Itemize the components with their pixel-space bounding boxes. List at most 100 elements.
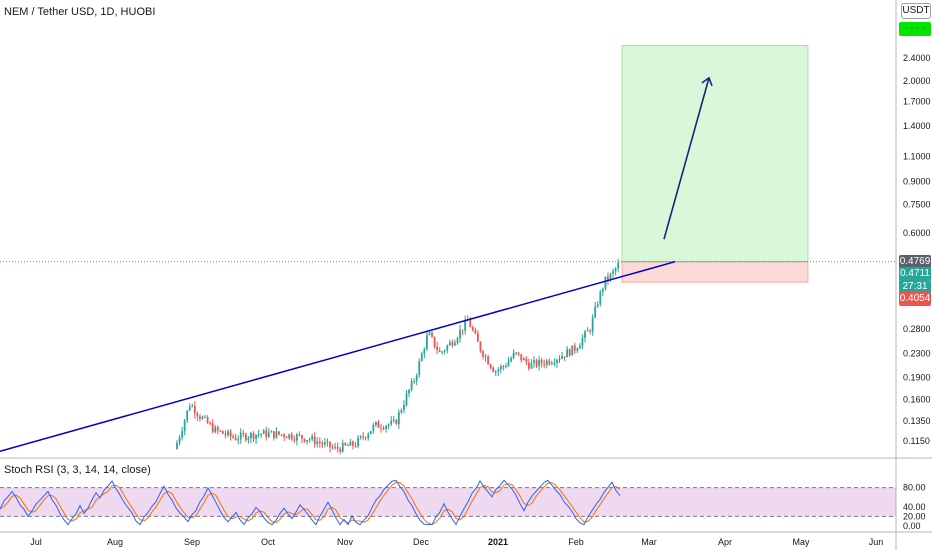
candle-body — [609, 273, 612, 280]
candle-body — [586, 330, 589, 332]
candle-body — [545, 360, 548, 366]
candle-body — [285, 436, 288, 439]
symbol-title[interactable]: NEM / Tether USD, 1D, HUOBI — [4, 6, 156, 18]
candle-body — [377, 421, 380, 428]
candle-body — [206, 416, 209, 424]
candle-body — [257, 434, 260, 436]
candle-body — [278, 431, 280, 435]
candle-body — [550, 363, 553, 365]
price-tick-label: 0.2800 — [903, 324, 931, 334]
candle-body — [423, 349, 426, 354]
candle-body — [344, 442, 347, 446]
candle-body — [502, 366, 505, 368]
candle-body — [448, 342, 451, 346]
candle-body — [443, 350, 446, 352]
candle-body — [201, 417, 204, 419]
candle-body — [232, 436, 234, 438]
time-axis-label: Aug — [107, 537, 123, 547]
candle-body — [334, 446, 336, 448]
candle-body — [324, 442, 326, 445]
candle-body — [471, 327, 474, 331]
candle-body — [354, 445, 357, 447]
candle-body — [589, 330, 591, 332]
stop-price-tag: 0.4054 — [899, 292, 931, 306]
candle-body — [418, 361, 421, 376]
candle-body — [387, 424, 390, 426]
candle-body — [530, 363, 533, 369]
price-tick-label: 0.7500 — [903, 200, 931, 210]
last-price-tag: 0.4711 — [899, 267, 931, 281]
time-axis-label: May — [792, 537, 810, 547]
candle-body — [522, 358, 525, 361]
candle-body — [339, 448, 342, 452]
candle-body — [433, 336, 436, 347]
stoch-k-line — [0, 479, 621, 526]
candle-body — [538, 359, 540, 367]
candle-body — [329, 441, 331, 448]
candle-body — [222, 431, 224, 434]
candle-body — [346, 445, 349, 447]
candle-body — [528, 362, 530, 369]
oscillator-title[interactable]: Stoch RSI (3, 3, 14, 14, close) — [4, 464, 151, 476]
candle-body — [474, 330, 477, 334]
price-tick-label: 0.1350 — [903, 416, 931, 426]
candle-body — [497, 369, 500, 372]
candle-body — [362, 436, 365, 438]
candle-body — [270, 431, 273, 433]
candle-body — [196, 413, 199, 417]
candle-body — [446, 345, 449, 351]
arrow-head — [701, 76, 713, 87]
candle-body — [280, 434, 283, 436]
candle-body — [614, 268, 617, 272]
candle-body — [540, 359, 543, 364]
price-tick-label: 1.1000 — [903, 151, 931, 161]
candle-body — [410, 381, 413, 390]
projection-arrow[interactable] — [663, 77, 710, 240]
candle-body — [303, 438, 306, 442]
candle-body — [214, 427, 217, 433]
currency-button[interactable]: USDT — [901, 3, 931, 19]
candle-body — [505, 366, 507, 368]
candle-body — [191, 405, 194, 407]
time-axis-label: Jul — [30, 537, 42, 547]
candle-body — [375, 421, 377, 425]
candle-body — [298, 434, 301, 436]
candle-body — [267, 432, 270, 437]
candle-body — [209, 423, 212, 425]
price-tick-label: 0.1150 — [903, 436, 930, 446]
target-zone[interactable] — [621, 45, 809, 263]
candle-body — [469, 319, 472, 328]
osc-tick-label: 80.00 — [903, 483, 926, 493]
price-tick-label: 0.2300 — [903, 349, 931, 359]
candle-body — [556, 359, 558, 363]
candle-body — [451, 342, 454, 346]
stoch-d-line — [0, 481, 621, 525]
countdown-tag: 27:31 — [899, 280, 931, 294]
candle-body — [607, 276, 609, 280]
candle-body — [403, 404, 405, 411]
stop-zone[interactable] — [621, 261, 809, 283]
candle-body — [428, 332, 431, 335]
candle-body — [413, 381, 416, 383]
candle-body — [576, 348, 579, 351]
candle-body — [415, 375, 418, 382]
candle-body — [482, 351, 484, 357]
candle-body — [517, 352, 520, 355]
candle-body — [255, 434, 257, 440]
trendline[interactable] — [0, 260, 676, 452]
candle-body — [176, 442, 178, 449]
candle-body — [512, 352, 515, 359]
candle-body — [571, 345, 574, 356]
candle-body — [242, 432, 245, 435]
candle-body — [193, 405, 196, 414]
candle-body — [199, 416, 201, 419]
candle-body — [357, 437, 359, 447]
time-axis-label: Oct — [261, 537, 276, 547]
candle-body — [244, 434, 247, 441]
candle-body — [219, 430, 222, 432]
candle-body — [224, 433, 227, 436]
candle-body — [566, 349, 569, 358]
candle-body — [431, 332, 433, 337]
candle-body — [385, 425, 387, 429]
